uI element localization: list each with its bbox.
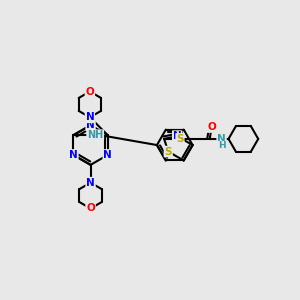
Text: N: N	[217, 134, 226, 144]
Text: N: N	[86, 178, 95, 188]
Text: NH: NH	[87, 130, 103, 140]
Text: N: N	[173, 131, 182, 141]
Text: S: S	[176, 134, 184, 144]
Text: N: N	[85, 112, 94, 122]
Text: H: H	[218, 141, 225, 150]
Text: N: N	[86, 120, 95, 130]
Text: O: O	[85, 86, 94, 97]
Text: S: S	[164, 147, 172, 157]
Text: O: O	[86, 203, 95, 214]
Text: N: N	[69, 150, 78, 160]
Text: N: N	[103, 150, 112, 160]
Text: O: O	[207, 122, 216, 132]
